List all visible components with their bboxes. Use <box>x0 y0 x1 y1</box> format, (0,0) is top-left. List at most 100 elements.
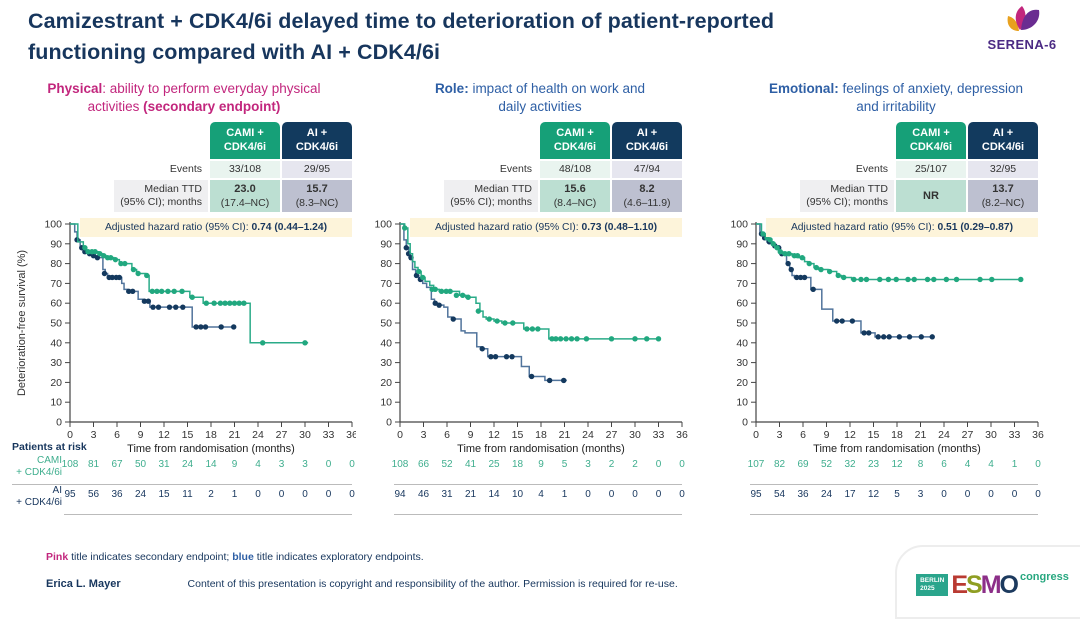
events-label: Events <box>169 162 202 175</box>
esmo-congress-logo: BERLIN 2025 ESMO congress <box>895 545 1080 619</box>
events-cami: 25/107 <box>896 160 966 179</box>
median-cami: NR <box>896 180 966 213</box>
panel-emotional-subtitle: Emotional: feelings of anxiety, depressi… <box>724 80 1068 120</box>
svg-text:3: 3 <box>421 429 427 441</box>
subtitle-text: feelings of anxiety, depression <box>838 81 1024 96</box>
at-risk-count-cami: 82 <box>773 459 786 471</box>
at-risk-count-ai: 1 <box>231 489 238 501</box>
at-risk-count-ai: 0 <box>964 489 971 501</box>
median-ai: 15.7 (8.3–NC) <box>282 180 352 213</box>
at-risk-count-ai: 17 <box>844 489 856 501</box>
at-risk-count-cami: 3 <box>302 459 308 471</box>
svg-text:27: 27 <box>276 429 288 441</box>
km-plot-physical: 0 10 20 30 40 50 60 70 80 90 100 0 3 6 9 12 15 18 21 24 27 30… <box>12 216 358 456</box>
hazard-ratio-value: 0.74 (0.44–1.24) <box>251 222 328 234</box>
panel-physical: Physical: ability to perform everyday ph… <box>12 80 358 520</box>
at-risk-count-cami: 4 <box>964 459 971 471</box>
svg-text:Time from randomisation (month: Time from randomisation (months) <box>813 443 981 455</box>
at-risk-table: 107 95 82 54 69 36 52 24 32 17 23 12 12 5 8 3 6 0 4 0 4 0 1 0 0 0 <box>724 456 1068 520</box>
svg-text:24: 24 <box>938 429 950 441</box>
slide-title-line1: Camizestrant + CDK4/6i delayed time to d… <box>28 9 775 33</box>
at-risk-count-cami: 1 <box>1011 459 1018 471</box>
svg-text:80: 80 <box>380 258 392 270</box>
at-risk-count-ai: 0 <box>585 489 591 501</box>
at-risk-count-ai: 0 <box>988 489 994 501</box>
at-risk-count-cami: 24 <box>181 459 194 471</box>
median-label: Median TTD (95% CI); months <box>114 180 208 213</box>
at-risk-count-cami: 107 <box>747 459 765 471</box>
at-risk-count-ai: 24 <box>134 489 147 501</box>
slide-title-line2: functioning compared with AI + CDK4/6i <box>28 40 441 65</box>
at-risk-count-cami: 12 <box>891 459 903 471</box>
svg-text:Time from randomisation (month: Time from randomisation (months) <box>457 443 625 455</box>
at-risk-count-ai: 1 <box>561 489 568 501</box>
footer: Erica L. Mayer Content of this presentat… <box>46 578 678 590</box>
at-risk-count-cami: 32 <box>844 459 856 471</box>
svg-text:50: 50 <box>736 318 748 330</box>
at-risk-count-ai: 14 <box>488 489 500 501</box>
svg-text:6: 6 <box>800 429 806 441</box>
at-risk-count-ai: 0 <box>941 489 947 501</box>
at-risk-count-cami: 2 <box>608 459 615 471</box>
at-risk-separator <box>394 514 682 516</box>
svg-text:40: 40 <box>736 337 748 349</box>
at-risk-count-cami: 52 <box>441 459 453 471</box>
panel-emotional: Emotional: feelings of anxiety, depressi… <box>724 80 1068 520</box>
svg-text:60: 60 <box>50 298 62 310</box>
arm-header-cami: CAMI + CDK4/6i <box>896 122 966 159</box>
svg-text:10: 10 <box>50 397 62 409</box>
svg-text:36: 36 <box>676 429 688 441</box>
svg-text:12: 12 <box>844 429 856 441</box>
at-risk-count-cami: 3 <box>278 459 285 471</box>
at-risk-count-ai: 15 <box>158 489 170 501</box>
at-risk-count-ai: 4 <box>538 489 544 501</box>
at-risk-count-cami: 6 <box>941 459 947 471</box>
panel-role: Role: impact of health on work and daily… <box>368 80 712 520</box>
arm-header-ai: AI + CDK4/6i <box>282 122 352 159</box>
events-label: Events <box>499 162 532 175</box>
summary-table: CAMI + CDK4/6i AI + CDK4/6i Events 48/108 … <box>444 122 682 213</box>
footnote-pink-word: Pink <box>46 551 69 563</box>
arm-header-ai: AI + CDK4/6i <box>968 122 1038 159</box>
median-cami: 15.6 (8.4–NC) <box>540 180 610 213</box>
svg-text:15: 15 <box>512 429 524 441</box>
at-risk-count-ai: 0 <box>302 489 308 501</box>
svg-text:12: 12 <box>488 429 500 441</box>
svg-text:0: 0 <box>397 429 403 441</box>
svg-text:18: 18 <box>205 429 217 441</box>
at-risk-separator <box>12 484 352 486</box>
at-risk-count-ai: 12 <box>867 489 880 501</box>
svg-text:100: 100 <box>374 219 392 231</box>
events-label: Events <box>855 162 888 175</box>
subtitle-bold: Emotional: <box>768 81 839 96</box>
at-risk-count-ai: 95 <box>64 489 76 501</box>
at-risk-count-ai: 46 <box>417 489 430 501</box>
copyright-disclaimer: Content of this presentation is copyrigh… <box>187 578 678 590</box>
svg-text:33: 33 <box>1009 429 1021 441</box>
endpoint-footnote: Pink title indicates secondary endpoint;… <box>46 551 424 563</box>
svg-text:0: 0 <box>386 417 392 429</box>
author-name: Erica L. Mayer <box>46 578 121 590</box>
at-risk-count-ai: 5 <box>894 489 900 501</box>
slide-title: Camizestrant + CDK4/6i delayed time to d… <box>28 6 958 68</box>
at-risk-count-cami: 81 <box>87 459 100 471</box>
svg-text:30: 30 <box>380 357 392 369</box>
subtitle-bold: (secondary endpoint) <box>143 99 281 115</box>
svg-text:15: 15 <box>868 429 880 441</box>
svg-text:33: 33 <box>653 429 665 441</box>
subtitle-text: impact of health on work and <box>468 81 646 96</box>
at-risk-table: 108 94 66 46 52 31 41 21 25 14 18 10 9 4 5 1 3 0 2 0 2 0 0 0 0 0 <box>368 456 712 520</box>
at-risk-count-cami: 4 <box>988 459 994 471</box>
serena6-logo: SERENA-6 <box>972 4 1072 52</box>
at-risk-count-ai: 31 <box>441 489 453 501</box>
svg-text:12: 12 <box>158 429 170 441</box>
at-risk-count-cami: 0 <box>679 459 685 471</box>
at-risk-count-cami: 66 <box>417 459 430 471</box>
svg-text:24: 24 <box>252 429 264 441</box>
svg-text:21: 21 <box>559 429 571 441</box>
svg-text:Time from randomisation (month: Time from randomisation (months) <box>127 443 295 455</box>
svg-text:24: 24 <box>582 429 594 441</box>
svg-text:30: 30 <box>985 429 997 441</box>
at-risk-count-cami: 2 <box>632 459 638 471</box>
at-risk-separator <box>750 484 1038 486</box>
